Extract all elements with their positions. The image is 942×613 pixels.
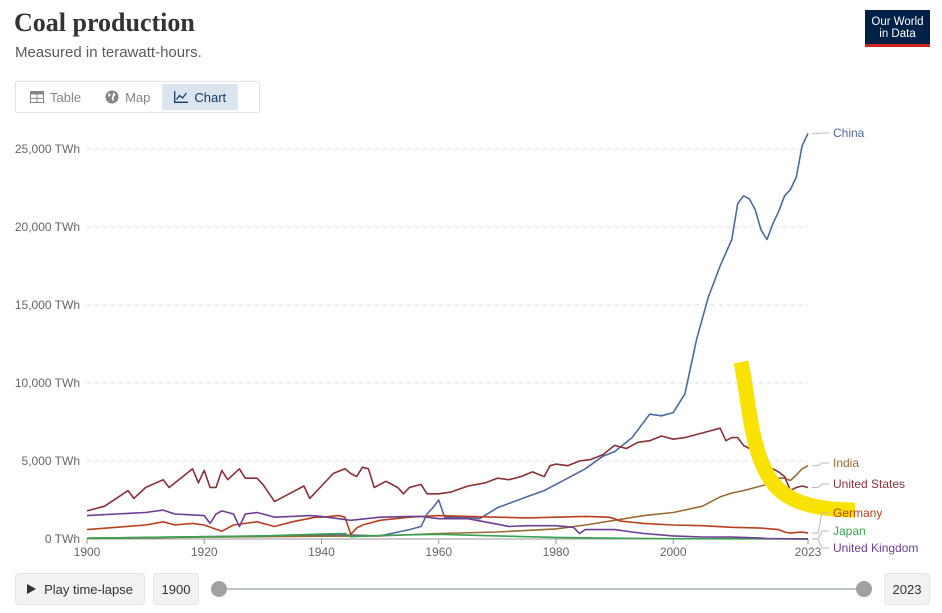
timeline-slider-track[interactable]: [219, 588, 864, 590]
view-tabs: Table Map Chart: [15, 81, 260, 113]
label-connector: [812, 483, 829, 488]
start-year-box[interactable]: 1900: [153, 573, 199, 605]
label-connector: [812, 512, 829, 534]
owid-logo[interactable]: Our World in Data: [865, 10, 930, 47]
series-line-japan[interactable]: [86, 532, 809, 540]
play-icon: [27, 584, 37, 594]
x-tick-label: 2023: [795, 545, 822, 559]
end-labels: China India United States Germany Japan Unite…: [812, 126, 918, 555]
label-connector: [812, 462, 829, 467]
logo-line-1: Our World: [871, 15, 924, 28]
yellow-highlight-stroke: [733, 360, 856, 518]
end-year-label: 2023: [892, 581, 922, 597]
y-axis: 0 TWh 5,000 TWh 10,000 TWh 15,000 TWh 20,000…: [15, 142, 808, 546]
series-line-united-kingdom[interactable]: [86, 509, 809, 540]
tab-table[interactable]: Table: [18, 84, 93, 110]
end-label-china[interactable]: China: [833, 126, 865, 140]
x-tick-label: 1920: [191, 545, 218, 559]
end-label-united-kingdom[interactable]: United Kingdom: [833, 541, 918, 555]
end-label-germany[interactable]: Germany: [833, 506, 882, 520]
chart-title: Coal production: [14, 8, 195, 37]
y-tick-label: 0 TWh: [45, 532, 80, 546]
x-tick-label: 2000: [660, 545, 687, 559]
y-tick-label: 20,000 TWh: [15, 220, 80, 234]
series-lines: [86, 133, 809, 540]
tab-map[interactable]: Map: [93, 84, 162, 110]
tab-table-label: Table: [50, 89, 82, 105]
series-line-china[interactable]: [86, 133, 809, 539]
line-chart-icon: [174, 91, 189, 103]
x-tick-label: 1980: [543, 545, 570, 559]
x-axis: 1900 1920 1940 1960 1980 2000 2023: [74, 539, 822, 559]
end-year-box[interactable]: 2023: [884, 573, 930, 605]
timeline-start-handle[interactable]: [211, 581, 227, 597]
tab-chart[interactable]: Chart: [162, 84, 239, 110]
highlight-annotation: [733, 360, 856, 518]
x-tick-label: 1940: [308, 545, 335, 559]
y-tick-label: 5,000 TWh: [22, 454, 80, 468]
table-icon: [30, 91, 44, 103]
timeline-end-handle[interactable]: [856, 581, 872, 597]
label-connector: [812, 530, 829, 540]
line-chart: 0 TWh 5,000 TWh 10,000 TWh 15,000 TWh 20,000…: [15, 126, 919, 559]
x-tick-label: 1960: [425, 545, 452, 559]
tab-chart-label: Chart: [194, 89, 227, 105]
y-tick-label: 15,000 TWh: [15, 298, 80, 312]
chart-subtitle: Measured in terawatt-hours.: [15, 44, 202, 61]
label-connector: [812, 538, 829, 549]
x-tick-label: 1900: [74, 545, 101, 559]
y-tick-label: 10,000 TWh: [15, 376, 80, 390]
start-year-label: 1900: [161, 581, 191, 597]
tab-map-label: Map: [125, 89, 151, 105]
gridlines: [87, 148, 808, 462]
play-timelapse-label: Play time-lapse: [44, 581, 133, 597]
globe-icon: [105, 90, 119, 104]
y-tick-label: 25,000 TWh: [15, 142, 80, 156]
play-timelapse-button[interactable]: Play time-lapse: [15, 573, 145, 605]
series-line-united-states[interactable]: [86, 427, 809, 512]
end-label-india[interactable]: India: [833, 456, 859, 470]
end-label-united-states[interactable]: United States: [833, 477, 905, 491]
end-label-japan[interactable]: Japan: [833, 524, 866, 538]
logo-line-2: in Data: [879, 27, 916, 40]
